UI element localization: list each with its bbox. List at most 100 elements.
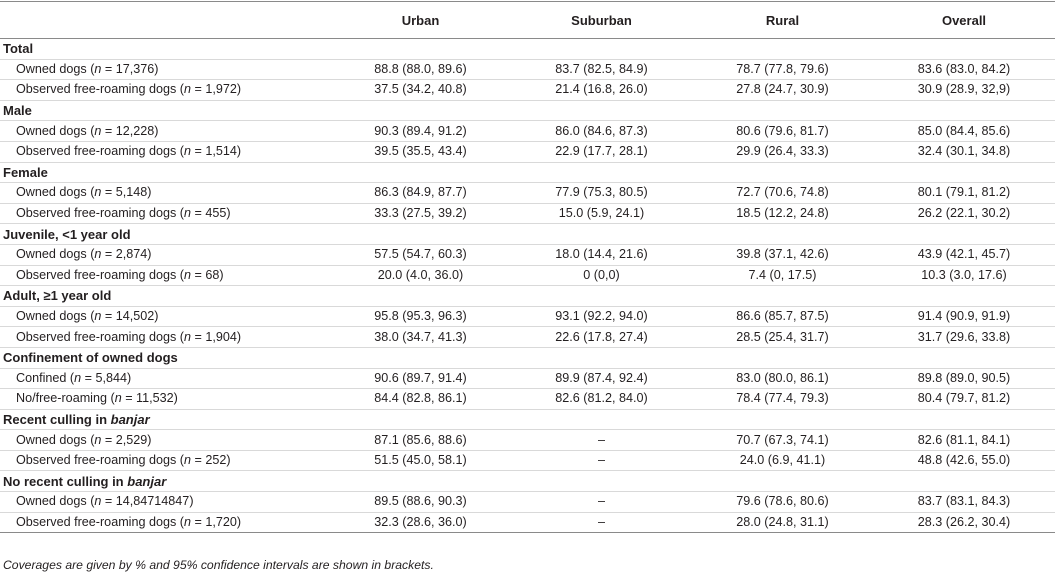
row-label: Owned dogs (n = 12,228) bbox=[0, 120, 330, 142]
row-label-count: = 5,148) bbox=[101, 185, 152, 200]
cell-urban: 89.5 (88.6, 90.3) bbox=[330, 491, 511, 513]
table-row: No/free-roaming (n = 11,532) 84.4 (82.8, … bbox=[0, 388, 1055, 410]
row-label: Observed free-roaming dogs (n = 1,972) bbox=[0, 79, 330, 101]
header-label-col bbox=[0, 1, 330, 39]
row-label: Observed free-roaming dogs (n = 1,720) bbox=[0, 512, 330, 534]
cell-rural: 83.0 (80.0, 86.1) bbox=[692, 368, 873, 390]
cell-overall: 89.8 (89.0, 90.5) bbox=[873, 368, 1055, 390]
row-label-n: n bbox=[184, 267, 192, 282]
cell-suburban: 82.6 (81.2, 84.0) bbox=[511, 388, 692, 410]
section-header-row: Total bbox=[0, 38, 1055, 60]
row-label-count: = 1,972) bbox=[191, 82, 242, 97]
header-suburban: Suburban bbox=[511, 1, 692, 39]
cell-urban: 90.3 (89.4, 91.2) bbox=[330, 120, 511, 142]
cell-suburban: 18.0 (14.4, 21.6) bbox=[511, 244, 692, 266]
row-label-text: Owned dogs ( bbox=[16, 61, 95, 76]
row-label: Observed free-roaming dogs (n = 252) bbox=[0, 450, 330, 472]
row-label-text: Owned dogs ( bbox=[16, 123, 95, 138]
cell-overall: 91.4 (90.9, 91.9) bbox=[873, 306, 1055, 328]
section-title: Juvenile, <1 year old bbox=[0, 223, 1055, 245]
table-footnote: Coverages are given by % and 95% confide… bbox=[3, 558, 434, 572]
row-label: Observed free-roaming dogs (n = 1,514) bbox=[0, 141, 330, 163]
row-label: Owned dogs (n = 14,502) bbox=[0, 306, 330, 328]
cell-suburban: 21.4 (16.8, 26.0) bbox=[511, 79, 692, 101]
cell-suburban: – bbox=[511, 512, 692, 534]
section-title-text: No recent culling in bbox=[3, 473, 128, 489]
row-label-count: = 11,532) bbox=[121, 391, 178, 406]
cell-overall: 80.1 (79.1, 81.2) bbox=[873, 182, 1055, 204]
row-label-text: Observed free-roaming dogs ( bbox=[16, 144, 184, 159]
section-title-italic: banjar bbox=[110, 411, 150, 427]
table-row: Owned dogs (n = 2,874) 57.5 (54.7, 60.3) 1… bbox=[0, 244, 1055, 266]
row-label-text: Observed free-roaming dogs ( bbox=[16, 329, 184, 344]
cell-urban: 87.1 (85.6, 88.6) bbox=[330, 429, 511, 451]
cell-suburban: 86.0 (84.6, 87.3) bbox=[511, 120, 692, 142]
cell-rural: 80.6 (79.6, 81.7) bbox=[692, 120, 873, 142]
cell-suburban: – bbox=[511, 491, 692, 513]
cell-suburban: 93.1 (92.2, 94.0) bbox=[511, 306, 692, 328]
table-row: Confined (n = 5,844) 90.6 (89.7, 91.4) 89.… bbox=[0, 368, 1055, 390]
coverage-table: Urban Suburban Rural Overall Total Owned … bbox=[0, 1, 1055, 534]
row-label-n: n bbox=[114, 391, 122, 406]
cell-overall: 30.9 (28.9, 32,9) bbox=[873, 79, 1055, 101]
cell-overall: 28.3 (26.2, 30.4) bbox=[873, 512, 1055, 534]
section-title-italic: banjar bbox=[127, 473, 167, 489]
row-label-text: Observed free-roaming dogs ( bbox=[16, 82, 184, 97]
section-title: Male bbox=[0, 100, 1055, 122]
row-label-n: n bbox=[94, 494, 102, 509]
section-title-text: Recent culling in bbox=[3, 411, 111, 427]
row-label-text: No/free-roaming ( bbox=[16, 391, 115, 406]
table-row: Owned dogs (n = 14,84714847) 89.5 (88.6, … bbox=[0, 491, 1055, 513]
header-overall: Overall bbox=[873, 1, 1055, 39]
cell-overall: 32.4 (30.1, 34.8) bbox=[873, 141, 1055, 163]
row-label: Owned dogs (n = 5,148) bbox=[0, 182, 330, 204]
section-title: Total bbox=[0, 38, 1055, 60]
cell-suburban: – bbox=[511, 450, 692, 472]
cell-overall: 83.7 (83.1, 84.3) bbox=[873, 491, 1055, 513]
row-label: No/free-roaming (n = 11,532) bbox=[0, 388, 330, 410]
table-row: Observed free-roaming dogs (n = 1,972) 37… bbox=[0, 79, 1055, 101]
section-header-row: Recent culling in banjar bbox=[0, 409, 1055, 431]
cell-suburban: 15.0 (5.9, 24.1) bbox=[511, 203, 692, 225]
cell-urban: 51.5 (45.0, 58.1) bbox=[330, 450, 511, 472]
cell-urban: 95.8 (95.3, 96.3) bbox=[330, 306, 511, 328]
header-rural: Rural bbox=[692, 1, 873, 39]
cell-urban: 90.6 (89.7, 91.4) bbox=[330, 368, 511, 390]
section-title: Recent culling in banjar bbox=[0, 409, 1055, 431]
cell-overall: 10.3 (3.0, 17.6) bbox=[873, 265, 1055, 287]
cell-overall: 26.2 (22.1, 30.2) bbox=[873, 203, 1055, 225]
row-label-text: Observed free-roaming dogs ( bbox=[16, 206, 184, 221]
section-header-row: Female bbox=[0, 162, 1055, 184]
cell-overall: 80.4 (79.7, 81.2) bbox=[873, 388, 1055, 410]
cell-rural: 72.7 (70.6, 74.8) bbox=[692, 182, 873, 204]
section-header-row: Adult, ≥1 year old bbox=[0, 285, 1055, 307]
cell-suburban: 22.6 (17.8, 27.4) bbox=[511, 326, 692, 348]
row-label-count: = 455) bbox=[191, 206, 231, 221]
cell-suburban: 77.9 (75.3, 80.5) bbox=[511, 182, 692, 204]
cell-rural: 18.5 (12.2, 24.8) bbox=[692, 203, 873, 225]
section-title-text: Juvenile, <1 year old bbox=[3, 226, 131, 242]
cell-rural: 39.8 (37.1, 42.6) bbox=[692, 244, 873, 266]
cell-rural: 24.0 (6.9, 41.1) bbox=[692, 450, 873, 472]
table-row: Observed free-roaming dogs (n = 1,904) 38… bbox=[0, 326, 1055, 348]
cell-rural: 78.4 (77.4, 79.3) bbox=[692, 388, 873, 410]
table-row: Owned dogs (n = 17,376) 88.8 (88.0, 89.6)… bbox=[0, 59, 1055, 81]
cell-suburban: 83.7 (82.5, 84.9) bbox=[511, 59, 692, 81]
row-label-count: = 68) bbox=[191, 267, 224, 282]
cell-rural: 7.4 (0, 17.5) bbox=[692, 265, 873, 287]
row-label: Owned dogs (n = 2,529) bbox=[0, 429, 330, 451]
row-label-text: Observed free-roaming dogs ( bbox=[16, 453, 184, 468]
row-label-count: = 2,874) bbox=[101, 247, 152, 262]
row-label: Confined (n = 5,844) bbox=[0, 368, 330, 390]
row-label-n: n bbox=[184, 514, 192, 529]
section-title-text: Total bbox=[3, 41, 34, 57]
row-label-n: n bbox=[184, 453, 192, 468]
table-row: Observed free-roaming dogs (n = 1,720) 32… bbox=[0, 512, 1055, 534]
cell-overall: 85.0 (84.4, 85.6) bbox=[873, 120, 1055, 142]
row-label-count: = 2,529) bbox=[101, 432, 152, 447]
cell-urban: 88.8 (88.0, 89.6) bbox=[330, 59, 511, 81]
row-label-n: n bbox=[94, 185, 102, 200]
row-label-count: = 5,844) bbox=[81, 370, 132, 385]
table-row: Owned dogs (n = 14,502) 95.8 (95.3, 96.3)… bbox=[0, 306, 1055, 328]
section-title: Adult, ≥1 year old bbox=[0, 285, 1055, 307]
